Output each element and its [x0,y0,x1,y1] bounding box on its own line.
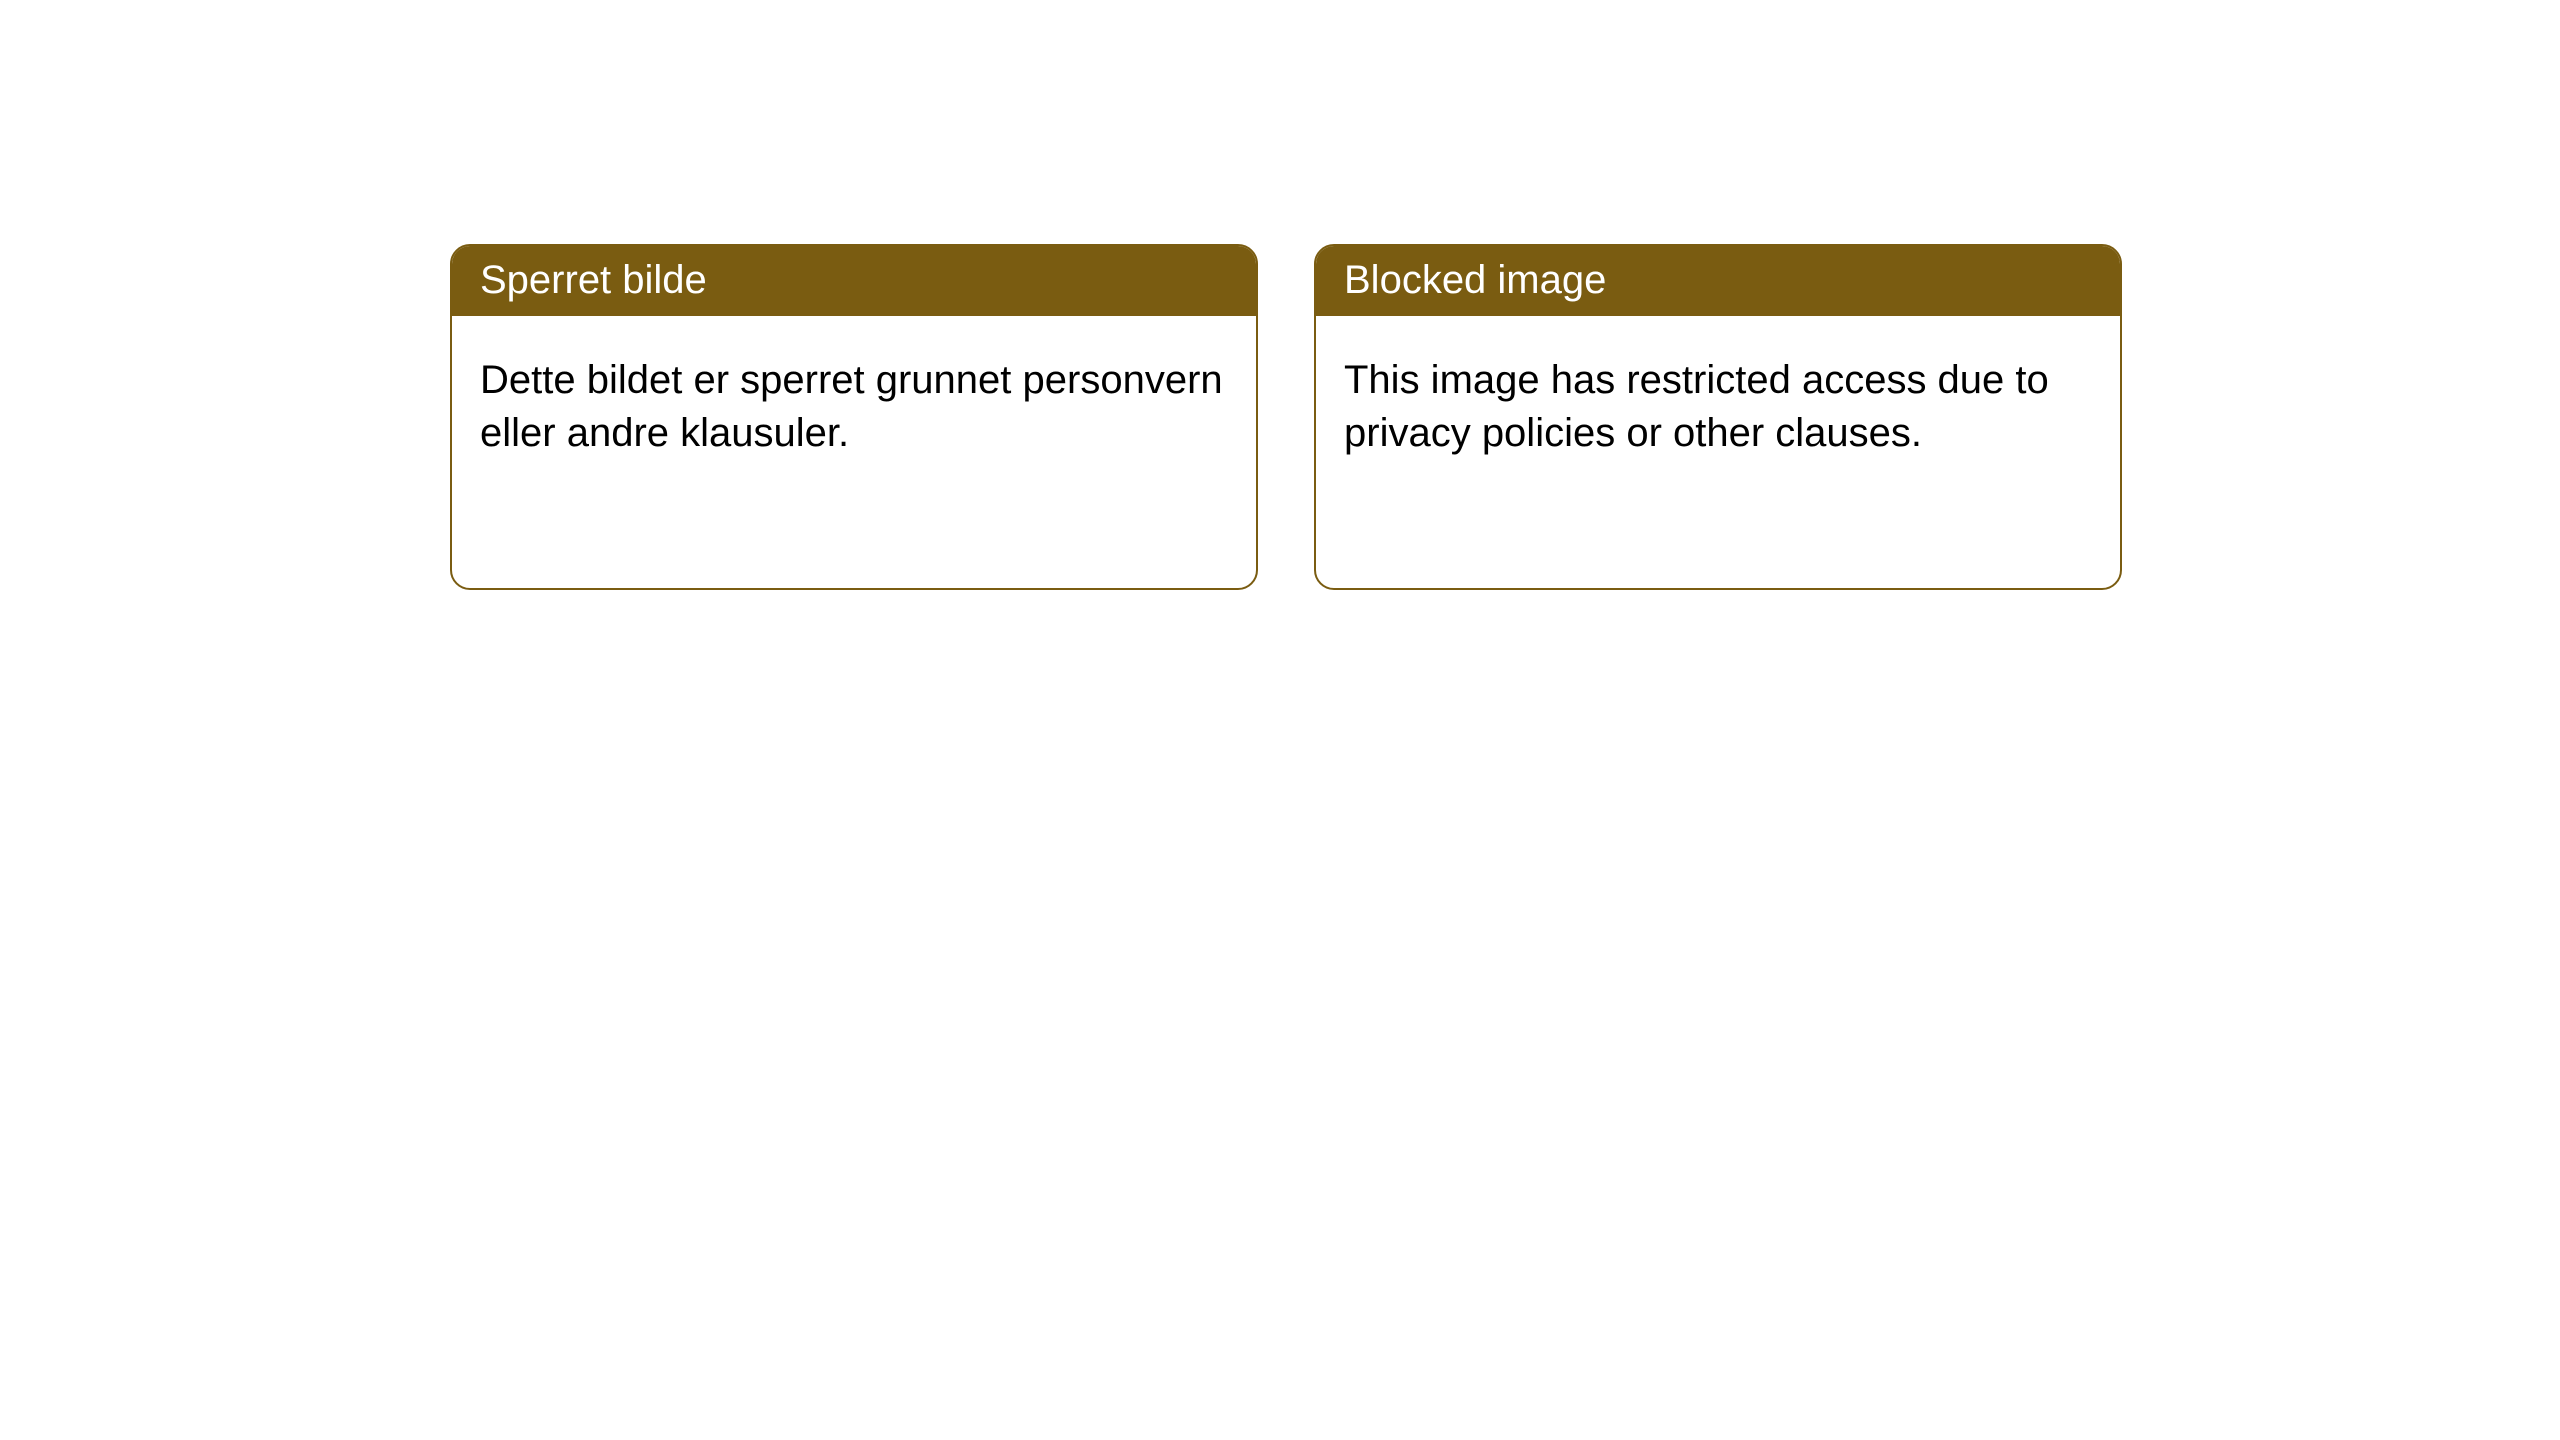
notice-card-body: Dette bildet er sperret grunnet personve… [452,316,1256,588]
notice-card-body: This image has restricted access due to … [1316,316,2120,588]
notice-card-norwegian: Sperret bilde Dette bildet er sperret gr… [450,244,1258,590]
notice-container: Sperret bilde Dette bildet er sperret gr… [0,0,2560,590]
notice-card-title: Blocked image [1316,246,2120,316]
notice-card-title: Sperret bilde [452,246,1256,316]
notice-card-english: Blocked image This image has restricted … [1314,244,2122,590]
